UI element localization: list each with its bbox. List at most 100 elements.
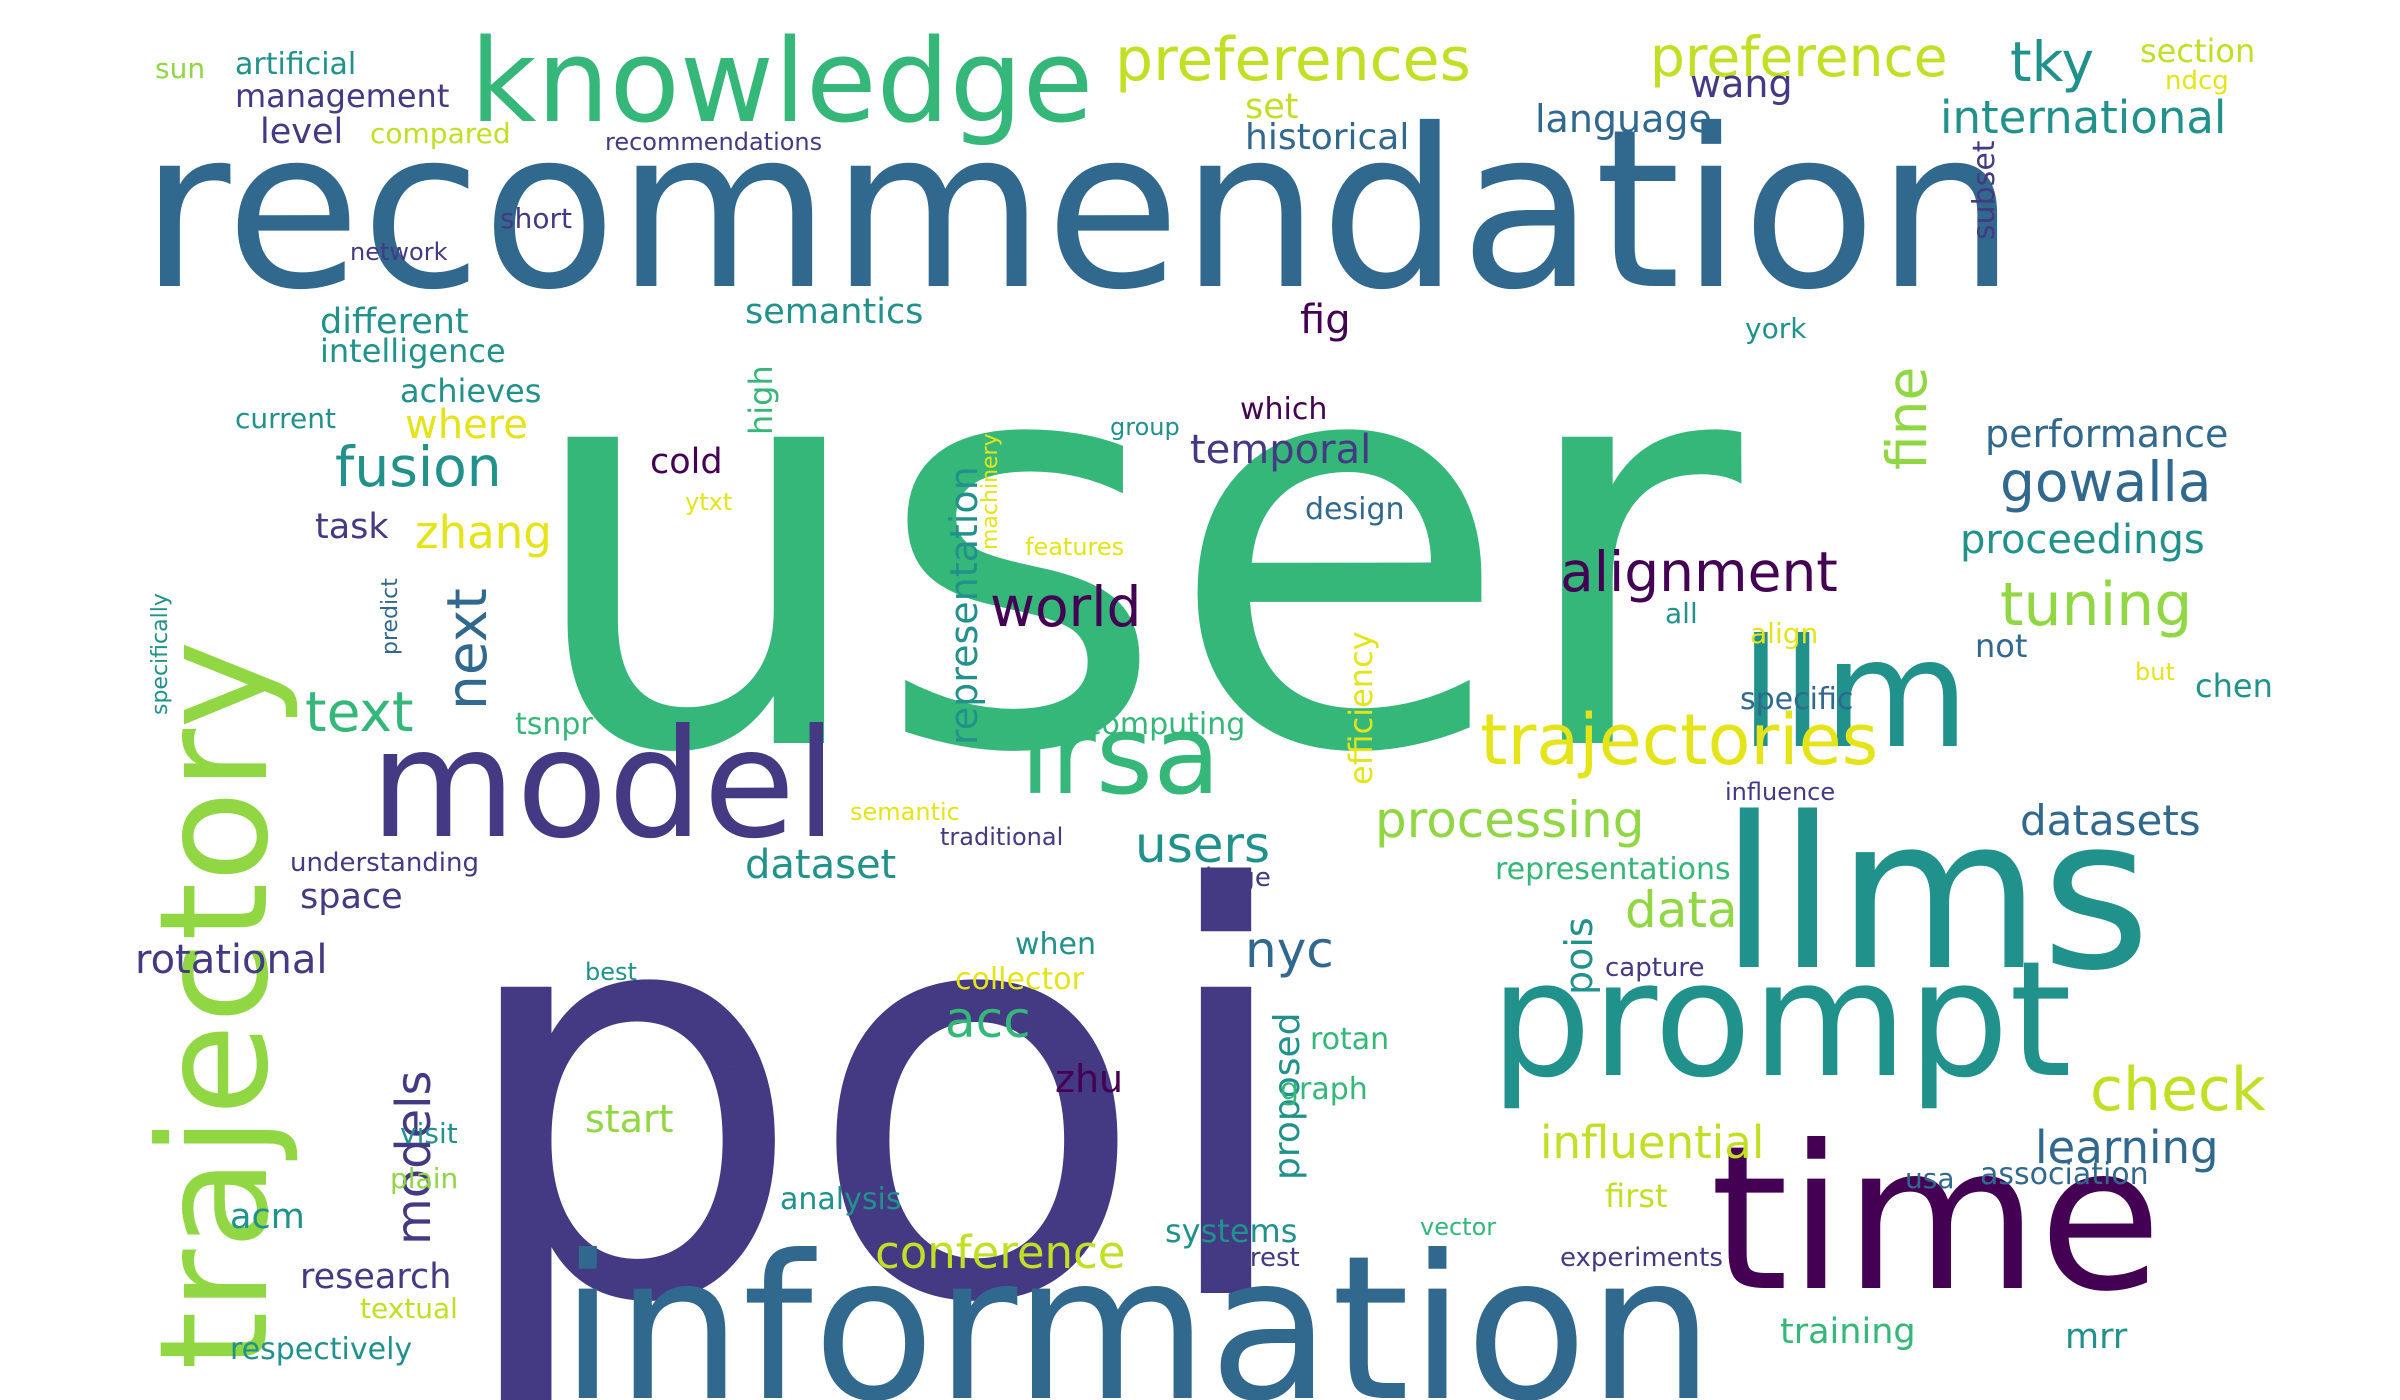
word-systems: systems [1165, 1212, 1298, 1250]
word-data: data [1625, 881, 1738, 939]
word-gowalla: gowalla [2000, 450, 2212, 514]
word-learning: learning [2035, 1121, 2219, 1174]
word-specifically: specifically [148, 593, 173, 715]
word-llm: llm [1740, 608, 1970, 782]
word-interest: interest [1200, 1243, 1300, 1273]
word-understanding: understanding [290, 848, 480, 878]
word-but: but [2135, 658, 2175, 686]
word-ins: ins [717, 1034, 750, 1075]
word-usa: usa [1905, 1162, 1955, 1195]
word-high: high [742, 365, 780, 435]
word-which: which [1240, 392, 1328, 427]
word-acc: acc [945, 991, 1031, 1049]
word-lrsa: lrsa [1020, 691, 1221, 819]
word-machinery: machinery [978, 433, 1003, 550]
word-task: task [315, 507, 389, 547]
word-ndcg: ndcg [2165, 66, 2229, 96]
word-world: world [990, 575, 1142, 639]
word-rotan: rotan [1310, 1022, 1390, 1057]
word-trajectory: trajectory [128, 640, 302, 1370]
word-computing: computing [1085, 707, 1246, 742]
word-research: research [300, 1257, 452, 1297]
word-user: user [520, 224, 1742, 876]
word-specific: specific [1740, 682, 1854, 717]
word-when: when [1015, 927, 1097, 962]
word-recommendations: recommendations [605, 128, 823, 156]
word-ytxt: ytxt [685, 488, 733, 516]
word-network: network [350, 238, 448, 266]
word-performance: performance [1985, 412, 2229, 456]
word-vector: vector [1420, 1213, 1497, 1241]
word-textual: textual [360, 1292, 458, 1325]
word-next: next [435, 588, 499, 710]
word-wang: wang [1690, 62, 1793, 106]
word-tky: tky [2010, 30, 2095, 94]
word-traditional: traditional [940, 823, 1064, 851]
word-collector: collector [955, 962, 1084, 997]
word-rotational: rotational [135, 937, 328, 983]
word-chen: chen [2195, 667, 2273, 705]
word-alignment: alignment [1560, 540, 1838, 604]
word-model: model [370, 698, 838, 872]
word-users: users [1135, 816, 1271, 874]
word-subset: subset [1967, 140, 2002, 240]
word-knowledge: knowledge [470, 15, 1094, 149]
word-respectively: respectively [230, 1332, 413, 1367]
word-compared: compared [370, 117, 511, 150]
word-intelligence: intelligence [320, 332, 506, 370]
word-achieves: achieves [400, 372, 542, 410]
word-semantic: semantic [850, 798, 960, 826]
word-efficiency: efficiency [1342, 631, 1380, 785]
word-experiments: experiments [1560, 1243, 1723, 1273]
word-artificial: artificial [235, 47, 357, 82]
word-fusion: fusion [335, 435, 502, 499]
word-dataset: dataset [745, 842, 897, 888]
word-information: information [560, 1213, 1715, 1400]
word-check: check [2090, 1055, 2266, 1125]
word-time: time [1710, 1103, 2162, 1336]
word-poi: poi [450, 774, 1304, 1400]
word-datasets: datasets [2020, 796, 2201, 845]
word-nyc: nyc [1245, 921, 1334, 979]
word-mrr: mrr [2065, 1317, 2128, 1357]
word-models: models [386, 1070, 442, 1245]
word-llms: llms [1720, 772, 2151, 1017]
word-plain: plain [390, 1162, 459, 1195]
word-best: best [585, 958, 637, 986]
word-different: different [320, 302, 469, 342]
word-semantics: semantics [745, 292, 924, 332]
word-tuning: tuning [2000, 570, 2193, 640]
word-international: international [1940, 91, 2227, 144]
word-fine: fine [1875, 366, 1939, 470]
word-predict: predict [378, 578, 403, 655]
word-training: training [1780, 1312, 1916, 1352]
word-text: text [305, 680, 414, 744]
word-align: align [1750, 617, 1819, 650]
word-trajectories: trajectories [1480, 699, 1879, 781]
word-sun: sun [155, 52, 206, 85]
word-pois: pois [1557, 917, 1601, 995]
word-graph: graph [1280, 1072, 1368, 1107]
word-not: not [1975, 627, 2028, 665]
word-space: space [300, 877, 403, 917]
word-zhu: zhu [1055, 1057, 1124, 1101]
word-management: management [235, 77, 450, 115]
word-where: where [405, 402, 528, 448]
word-analysis: analysis [780, 1182, 902, 1217]
word-visit: visit [400, 1117, 458, 1150]
word-all: all [1665, 597, 1698, 630]
word-start: start [585, 1097, 674, 1141]
word-historical: historical [1245, 117, 1410, 158]
word-proceedings: proceedings [1960, 517, 2205, 563]
word-york: york [1745, 312, 1807, 345]
word-zhang: zhang [415, 506, 552, 559]
word-influence: influence [1725, 778, 1836, 806]
word-cold: cold [650, 442, 723, 482]
word-fig: fig [1300, 297, 1351, 343]
word-recommendation: recommendation [140, 82, 2016, 338]
word-section: section [2140, 32, 2256, 70]
word-language: language [1535, 97, 1712, 141]
word-level: level [260, 112, 344, 152]
word-representations: representations [1495, 852, 1731, 887]
